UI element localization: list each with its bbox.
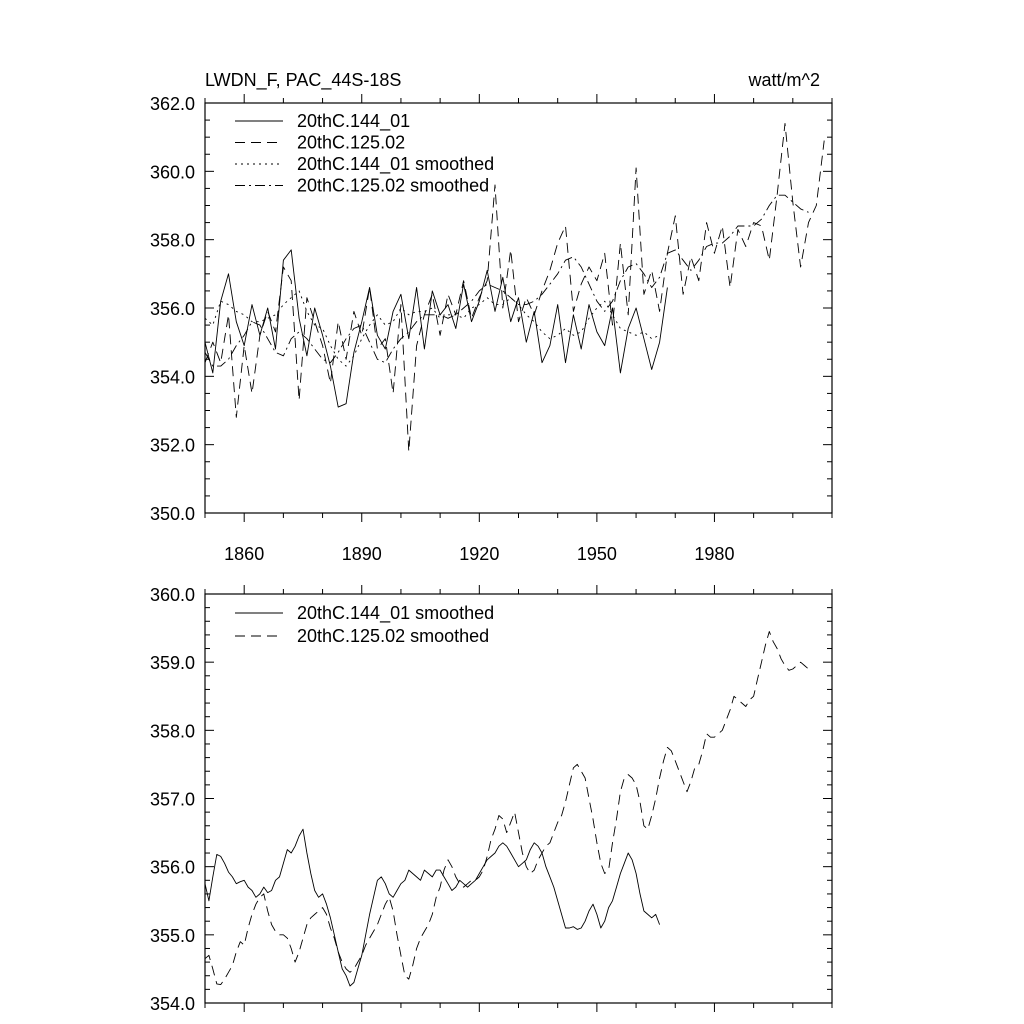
x-tick-label: 1950 xyxy=(577,544,617,564)
y-tick-label: 360.0 xyxy=(150,162,195,182)
top-panel-axes: 350.0 352.0 354.0 356.0 358.0 360.0 362.0 1860 1… xyxy=(150,94,833,564)
x-tick-label: 1860 xyxy=(224,544,264,564)
y-tick-label: 355.0 xyxy=(150,926,195,946)
legend-label: 20thC.144_01 smoothed xyxy=(297,603,494,624)
y-tick-label: 358.0 xyxy=(150,721,195,741)
y-tick-label: 354.0 xyxy=(150,367,195,387)
y-tick-label: 354.0 xyxy=(150,994,195,1014)
legend-label: 20thC.125.02 smoothed xyxy=(297,176,489,196)
x-tick-label: 1920 xyxy=(459,544,499,564)
legend-label: 20thC.144_01 smoothed xyxy=(297,154,494,175)
series-line-20thc-125-02-smoothed xyxy=(204,631,809,986)
y-tick-label: 356.0 xyxy=(150,858,195,878)
series-line-20thc-144-01 xyxy=(204,249,668,408)
legend-label: 20thC.125.02 smoothed xyxy=(297,626,489,646)
top-panel-title: LWDN_F, PAC_44S-18S xyxy=(205,70,401,91)
legend-label: 20thC.144_01 xyxy=(297,111,410,132)
x-tick-label: 1980 xyxy=(694,544,734,564)
x-tick-label: 1890 xyxy=(342,544,382,564)
y-tick-label: 362.0 xyxy=(150,94,195,114)
y-tick-label: 352.0 xyxy=(150,436,195,456)
series-line-20thc-125-02-smoothed xyxy=(204,194,809,367)
series-line-20thc-144-01-smoothed xyxy=(204,828,661,987)
legend-label: 20thC.125.02 xyxy=(297,133,405,153)
y-tick-label: 360.0 xyxy=(150,585,195,605)
bottom-panel-series xyxy=(204,631,809,987)
series-line-20thc-125-02 xyxy=(204,123,825,452)
y-tick-label: 356.0 xyxy=(150,299,195,319)
y-tick-label: 357.0 xyxy=(150,790,195,810)
y-tick-label: 350.0 xyxy=(150,504,195,524)
y-tick-label: 359.0 xyxy=(150,653,195,673)
bottom-panel-axes: 354.0 355.0 356.0 357.0 358.0 359.0 360.0 xyxy=(150,585,833,1014)
bottom-panel: 354.0 355.0 356.0 357.0 358.0 359.0 360.0 20th… xyxy=(150,585,833,1014)
top-panel-units: watt/m^2 xyxy=(748,70,820,90)
top-panel: LWDN_F, PAC_44S-18S watt/m^2 350.0352.03… xyxy=(150,70,833,564)
y-tick-label: 358.0 xyxy=(150,231,195,251)
top-panel-series xyxy=(204,123,825,452)
